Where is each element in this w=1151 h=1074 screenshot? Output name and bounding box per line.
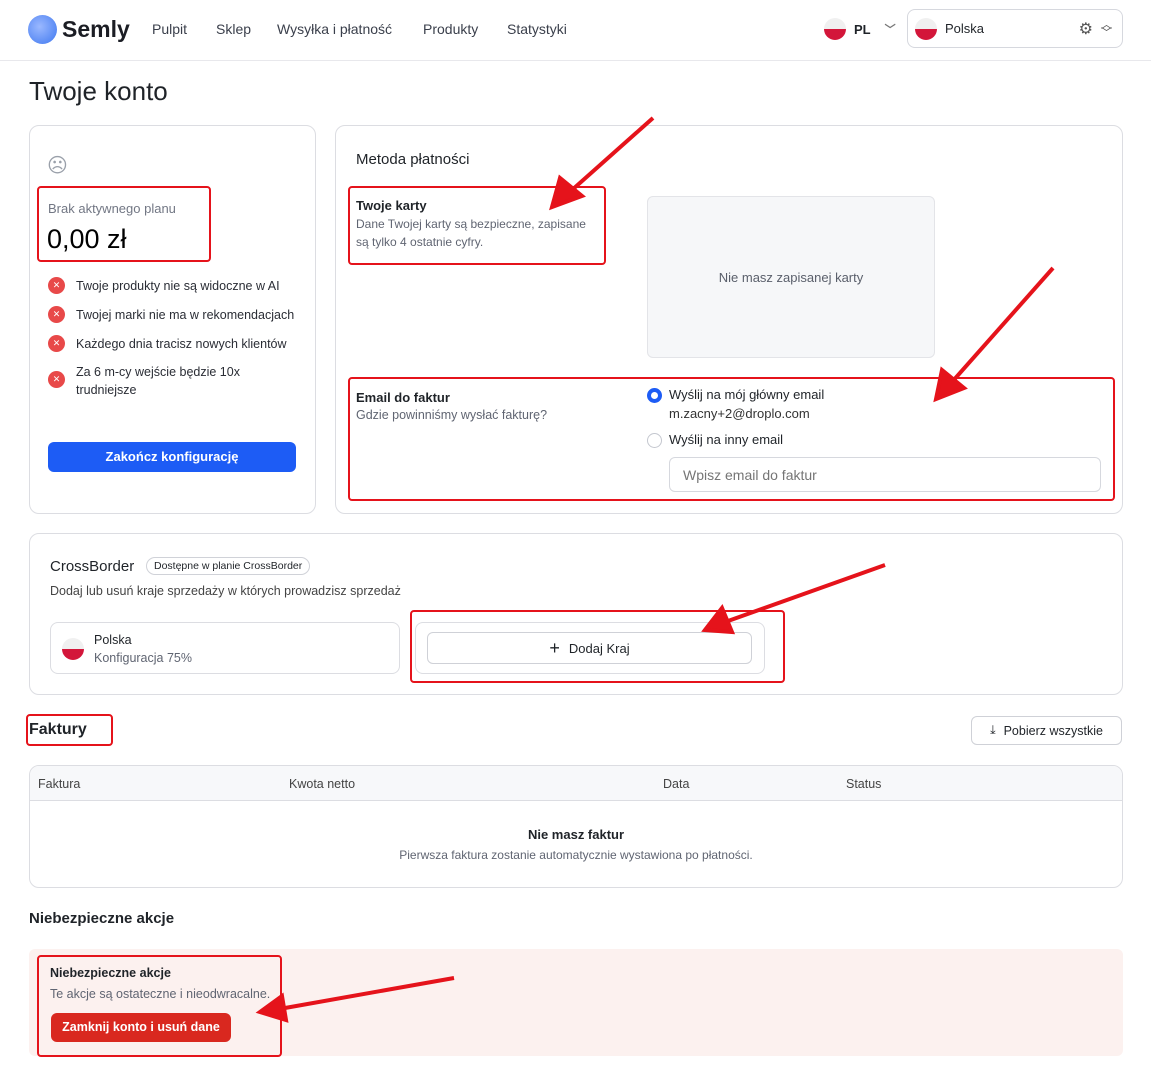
col-data: Data — [663, 777, 690, 791]
empty-title: Nie masz faktur — [527, 827, 625, 842]
x-circle-icon: ✕ — [48, 335, 65, 352]
add-country-container — [415, 622, 765, 674]
annotation-arrow-head — [701, 604, 736, 635]
annotation-arrow-head — [933, 366, 968, 403]
col-kwota: Kwota netto — [289, 777, 356, 791]
semly-logo-icon — [28, 15, 57, 44]
chevron-down-icon: ﹀ — [884, 24, 896, 36]
danger-desc: Te akcje są ostateczne i nieodwracalne. — [50, 987, 271, 1001]
annotation-arrow — [284, 976, 455, 1010]
main-email-value: m.zacny+2@droplo.com — [669, 406, 810, 421]
top-nav: Semly Pulpit Sklep Wysyłka i płatność Pr… — [0, 0, 1151, 61]
store-label: Polska — [945, 21, 985, 36]
annotation-box — [348, 186, 606, 265]
plan-price: 0,00 zł — [47, 224, 127, 254]
add-country-button[interactable]: + Dodaj Kraj — [427, 632, 752, 664]
danger-heading: Niebezpieczne akcje — [29, 910, 175, 927]
download-icon: ⤓ — [990, 723, 996, 737]
x-circle-icon: ✕ — [48, 277, 65, 294]
radio-other-email-label: Wyślij na inny email — [669, 432, 784, 447]
cards-title: Twoje karty — [356, 198, 427, 213]
email-title: Email do faktur — [356, 390, 450, 405]
annotation-arrow-head — [549, 174, 586, 211]
crossborder-desc: Dodaj lub usuń kraje sprzedaży w których… — [50, 584, 401, 598]
x-circle-icon: ✕ — [48, 306, 65, 323]
table-header: Faktura Kwota netto Data Status — [30, 766, 1122, 801]
radio-main-email-label: Wyślij na mój główny email — [669, 387, 825, 402]
download-all-button[interactable]: ⤓ Pobierz wszystkie — [971, 716, 1122, 745]
language-select[interactable]: PL ﹀ — [824, 18, 896, 40]
poland-flag-icon — [915, 17, 937, 40]
nav-wysylka[interactable]: Wysyłka i płatność — [277, 21, 393, 37]
invoices-title: Faktury — [29, 721, 87, 738]
nav-sklep[interactable]: Sklep — [216, 21, 252, 37]
invoice-email-input[interactable] — [669, 457, 1101, 492]
danger-title: Niebezpieczne akcje — [50, 966, 171, 980]
chevron-updown-icon: ︿ ﹀ — [1101, 18, 1112, 39]
country-name: Polska — [94, 633, 132, 647]
col-faktura: Faktura — [38, 777, 81, 791]
x-circle-icon: ✕ — [48, 371, 65, 388]
nav-produkty[interactable]: Produkty — [423, 21, 479, 37]
gear-icon[interactable]: ⚙ — [1078, 20, 1093, 38]
nav-statystyki[interactable]: Statystyki — [507, 21, 567, 37]
brand-name: Semly — [62, 16, 130, 42]
plan-item: Każdego dnia tracisz nowych klientów — [76, 337, 287, 351]
close-account-button[interactable]: Zamknij konto i usuń dane — [51, 1013, 231, 1042]
language-label: PL — [854, 21, 871, 37]
plus-icon: + — [549, 637, 560, 658]
plan-label: Brak aktywnego planu — [48, 201, 176, 216]
email-desc: Gdzie powinniśmy wysłać fakturę? — [356, 408, 548, 422]
nav-pulpit[interactable]: Pulpit — [152, 21, 188, 37]
crossborder-title: CrossBorder — [50, 558, 135, 575]
download-all-label: Pobierz wszystkie — [1003, 723, 1103, 738]
plan-item: Za 6 m-cy wejście będzie 10x trudniejsze — [76, 365, 240, 397]
cards-desc: Dane Twojej karty są bezpieczne, zapisan… — [356, 217, 586, 249]
annotation-box — [26, 714, 113, 746]
empty-desc: Pierwsza faktura zostanie automatycznie … — [399, 848, 753, 862]
store-select[interactable]: Polska ⚙ ︿ ﹀ — [907, 9, 1123, 48]
radio-main-email[interactable] — [647, 388, 662, 403]
page-title: Twoje konto — [29, 76, 168, 106]
annotation-arrow — [727, 563, 886, 623]
country-status: Konfiguracja 75% — [94, 651, 192, 665]
annotation-arrow-head — [255, 992, 289, 1023]
annotation-box — [348, 377, 1115, 501]
radio-other-email[interactable] — [647, 433, 662, 448]
poland-flag-icon — [824, 18, 846, 40]
annotation-arrow — [570, 116, 655, 192]
add-country-label: Dodaj Kraj — [568, 640, 630, 656]
crossborder-card — [29, 533, 1123, 695]
country-item-polska[interactable]: Polska Konfiguracja 75% — [50, 622, 400, 674]
plan-item: Twojej marki nie ma w rekomendacjach — [76, 308, 295, 322]
poland-flag-icon — [62, 638, 84, 660]
col-status: Status — [846, 777, 882, 791]
invoices-table: Faktura Kwota netto Data Status Nie masz… — [29, 765, 1123, 888]
annotation-box — [37, 186, 211, 262]
plan-badge: Dostępne w planie CrossBorder — [146, 557, 311, 575]
annotation-box — [410, 610, 785, 683]
no-card-placeholder: Nie masz zapisanej karty — [647, 196, 935, 358]
finish-setup-button[interactable]: Zakończ konfigurację — [48, 442, 296, 472]
sad-face-icon: ☹ — [47, 155, 68, 177]
payment-title: Metoda płatności — [356, 151, 470, 168]
plan-item: Twoje produkty nie są widoczne w AI — [76, 279, 280, 293]
annotation-arrow — [950, 266, 1055, 384]
